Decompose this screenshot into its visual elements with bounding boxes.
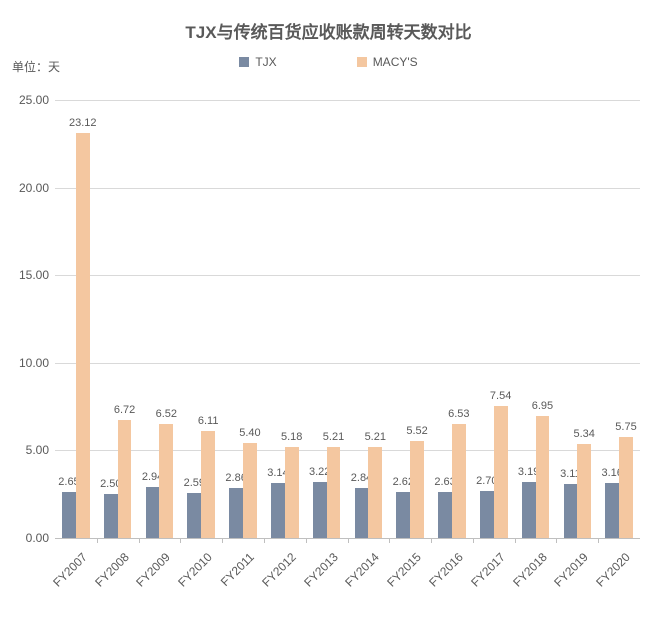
bar [536, 416, 550, 538]
x-tick-label: FY2008 [92, 550, 132, 590]
x-tick-label: FY2018 [510, 550, 550, 590]
bar [187, 493, 201, 538]
bar-value-label: 5.52 [397, 425, 437, 437]
x-tick-label: FY2019 [552, 550, 592, 590]
x-tick-separator [97, 538, 98, 543]
y-tick-label: 0.00 [3, 531, 49, 545]
bar-value-label: 23.12 [63, 117, 103, 129]
bar [494, 406, 508, 538]
bar-value-label: 6.72 [105, 404, 145, 416]
x-tick-label: FY2017 [468, 550, 508, 590]
gridline [55, 450, 640, 451]
bar [229, 488, 243, 538]
bar [146, 487, 160, 539]
x-tick-label: FY2013 [301, 550, 341, 590]
y-tick-label: 15.00 [3, 268, 49, 282]
bar [605, 483, 619, 538]
y-tick-label: 20.00 [3, 181, 49, 195]
gridline [55, 275, 640, 276]
bar [243, 443, 257, 538]
legend-label-macys: MACY'S [373, 55, 418, 69]
bar [619, 437, 633, 538]
bar [118, 420, 132, 538]
bar [285, 447, 299, 538]
x-tick-separator [556, 538, 557, 543]
chart-container: TJX与传统百货应收账款周转天数对比 单位：天 TJX MACY'S 0.005… [0, 0, 657, 639]
bar [104, 494, 118, 538]
bar [564, 484, 578, 538]
bar [327, 447, 341, 538]
x-tick-separator [264, 538, 265, 543]
x-tick-separator [306, 538, 307, 543]
x-tick-separator [431, 538, 432, 543]
bar [201, 431, 215, 538]
bar-value-label: 6.52 [146, 408, 186, 420]
bar [355, 488, 369, 538]
bar [438, 492, 452, 538]
x-tick-separator [598, 538, 599, 543]
plot-area: 0.005.0010.0015.0020.0025.002.6523.12FY2… [55, 100, 640, 538]
x-tick-separator [348, 538, 349, 543]
x-tick-label: FY2020 [593, 550, 633, 590]
bar [522, 482, 536, 538]
y-tick-label: 25.00 [3, 93, 49, 107]
bar-value-label: 5.21 [355, 431, 395, 443]
x-tick-label: FY2011 [218, 550, 257, 589]
legend-item-macys: MACY'S [357, 55, 418, 69]
bar [313, 482, 327, 538]
bar-value-label: 7.54 [481, 390, 521, 402]
gridline [55, 100, 640, 101]
bar-value-label: 5.18 [272, 431, 312, 443]
bar-value-label: 6.11 [188, 415, 228, 427]
legend-label-tjx: TJX [255, 55, 276, 69]
x-tick-label: FY2009 [134, 550, 174, 590]
bar [577, 444, 591, 538]
bar-value-label: 5.34 [564, 428, 604, 440]
x-tick-label: FY2015 [384, 550, 424, 590]
bar [368, 447, 382, 538]
x-tick-label: FY2016 [426, 550, 466, 590]
legend: TJX MACY'S [0, 55, 657, 69]
x-tick-label: FY2012 [259, 550, 299, 590]
x-tick-separator [222, 538, 223, 543]
unit-label: 单位：天 [12, 58, 60, 75]
x-tick-separator [180, 538, 181, 543]
bar [410, 441, 424, 538]
bar [452, 424, 466, 538]
x-tick-label: FY2014 [343, 550, 383, 590]
bar-value-label: 5.21 [314, 431, 354, 443]
gridline [55, 363, 640, 364]
bar [159, 424, 173, 538]
chart-title: TJX与传统百货应收账款周转天数对比 [0, 0, 657, 43]
y-tick-label: 10.00 [3, 356, 49, 370]
bar-value-label: 6.95 [522, 400, 562, 412]
legend-item-tjx: TJX [239, 55, 276, 69]
bar [480, 491, 494, 538]
y-tick-label: 5.00 [3, 443, 49, 457]
x-tick-label: FY2010 [176, 550, 216, 590]
x-tick-separator [473, 538, 474, 543]
bar [62, 492, 76, 538]
x-tick-separator [515, 538, 516, 543]
legend-swatch-tjx [239, 57, 249, 67]
bar-value-label: 5.75 [606, 421, 646, 433]
bar [76, 133, 90, 538]
bar-value-label: 5.40 [230, 427, 270, 439]
bar-value-label: 6.53 [439, 408, 479, 420]
x-tick-label: FY2007 [50, 550, 90, 590]
bar [271, 483, 285, 538]
x-tick-separator [139, 538, 140, 543]
gridline [55, 188, 640, 189]
x-tick-separator [389, 538, 390, 543]
bar [396, 492, 410, 538]
legend-swatch-macys [357, 57, 367, 67]
